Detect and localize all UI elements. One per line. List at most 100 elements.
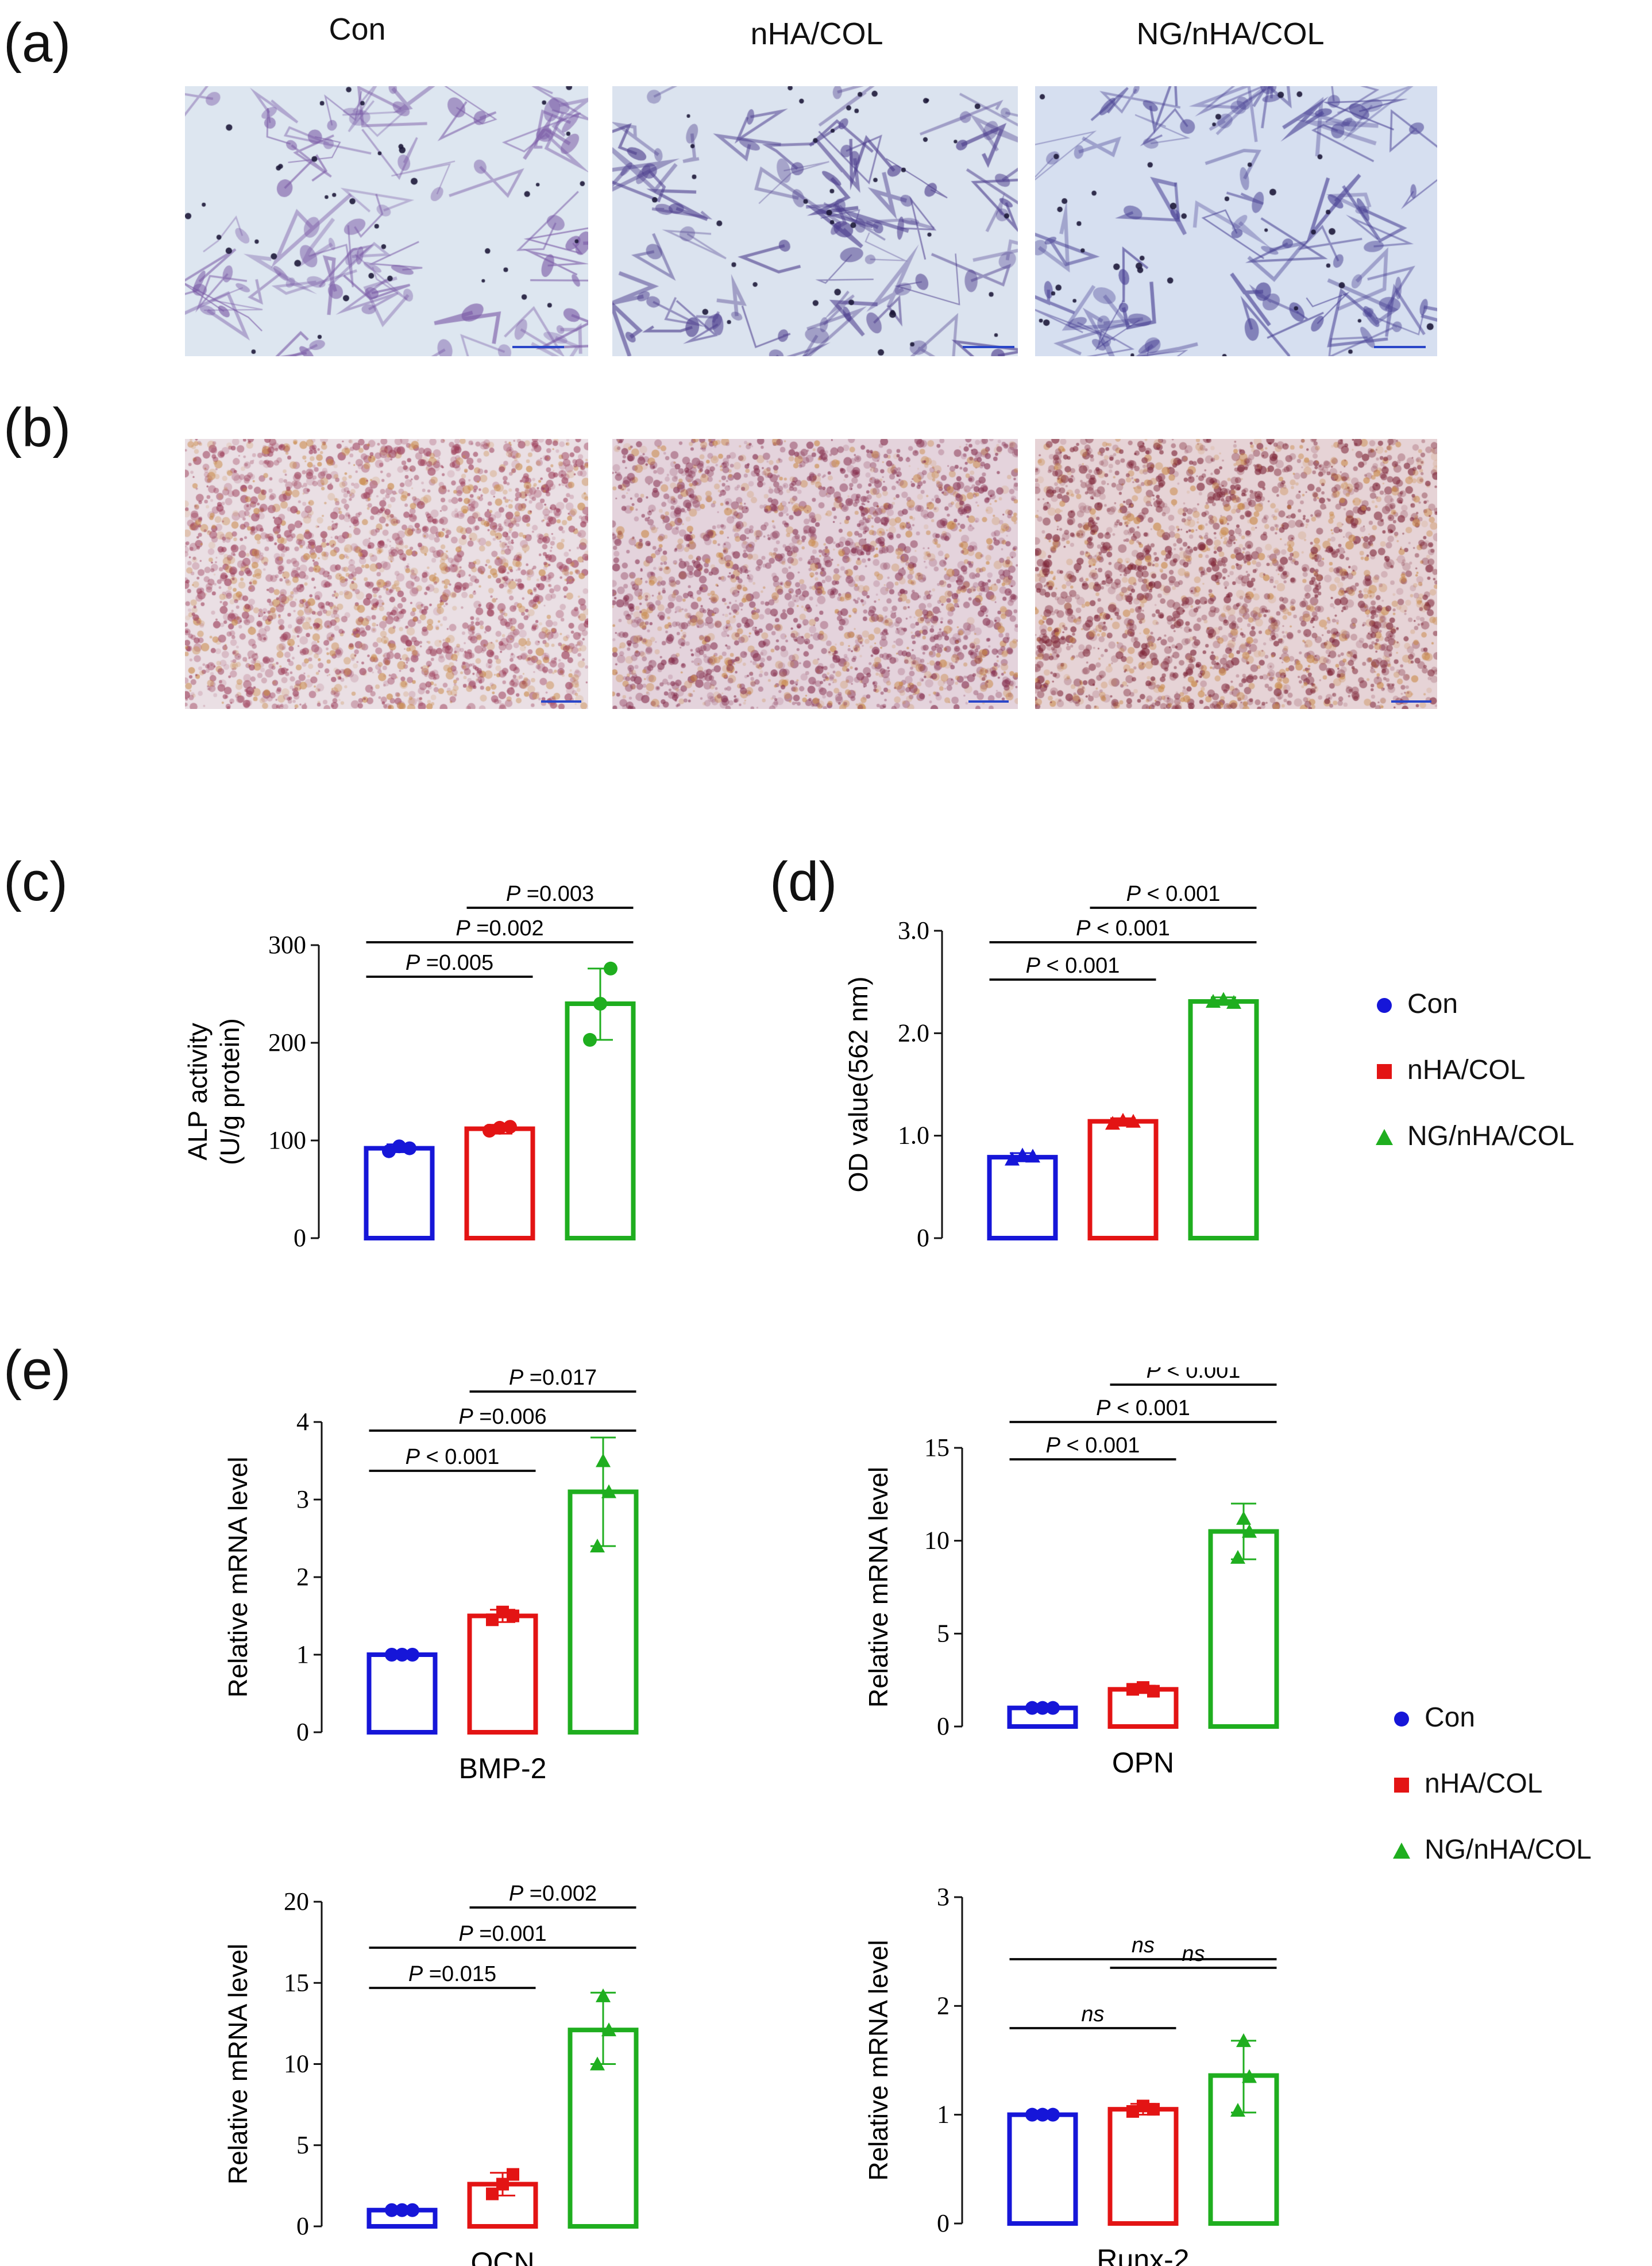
scale-bar <box>968 700 1009 703</box>
panel-letter-d: (d) <box>770 851 837 912</box>
data-point <box>583 1032 597 1047</box>
data-point <box>1046 2107 1060 2122</box>
y-axis-label: ALP activity <box>183 1023 213 1160</box>
y-tick-label: 0 <box>917 1224 929 1252</box>
data-point <box>1025 1701 1039 1715</box>
data-point <box>601 2022 616 2037</box>
chart-e-runx2: 0 1 2 3 Relative mRNA level Runx-2 ns ns ns <box>863 1883 1279 2266</box>
data-point <box>1046 1701 1060 1715</box>
y-tick-label: 3.0 <box>898 916 929 945</box>
legend-label: Con <box>1407 989 1458 1019</box>
p-value-label: P < 0.001 <box>1046 1433 1140 1458</box>
data-point <box>596 1988 611 2002</box>
chart-d: 0 1.0 2.0 3.0 OD value(562 nm) P < 0.001 P < 0… <box>844 882 1259 1252</box>
y-tick-label: 0 <box>937 1712 949 1740</box>
data-point <box>1116 1112 1130 1127</box>
data-point <box>1137 2099 1149 2113</box>
micrograph-b3 <box>1035 439 1437 709</box>
data-point <box>1230 1550 1245 1564</box>
legend-label: NG/nHA/COL <box>1425 1835 1592 1865</box>
bar-group <box>464 1120 535 1240</box>
data-point <box>406 1648 419 1662</box>
square-marker-icon <box>1377 1064 1392 1079</box>
bar-group <box>1107 1681 1179 1729</box>
bar <box>464 1126 535 1240</box>
p-value-label: ns <box>1132 1933 1155 1957</box>
square-marker-icon <box>1394 1778 1409 1793</box>
micrograph-b1 <box>185 439 588 709</box>
p-value-label: P =0.017 <box>509 1366 597 1390</box>
data-point <box>590 1539 605 1552</box>
data-point <box>604 961 617 976</box>
data-point <box>403 1141 416 1155</box>
data-point <box>1126 1683 1139 1696</box>
scale-bar <box>541 700 581 703</box>
y-tick-label: 2 <box>296 1563 309 1591</box>
data-point <box>382 1144 396 1158</box>
bar-group <box>366 1648 438 1735</box>
bar <box>987 1155 1058 1240</box>
y-tick-label: 3 <box>937 1883 949 1911</box>
y-axis-label: Relative mRNA level <box>223 1456 253 1697</box>
bar-group <box>568 1988 639 2229</box>
y-axis-label: Relative mRNA level <box>863 1467 893 1708</box>
micrograph-canvas <box>1035 86 1437 356</box>
data-point <box>1242 2069 1257 2083</box>
scale-bar <box>1391 700 1431 703</box>
y-tick-label: 15 <box>924 1433 949 1462</box>
y-tick-label: 4 <box>296 1408 309 1436</box>
panel-letter-b: (b) <box>3 397 71 458</box>
bar-group <box>1007 2107 1078 2226</box>
y-tick-label: 10 <box>924 1527 949 1555</box>
bar-group <box>1208 1502 1279 1729</box>
bar-group <box>467 1605 538 1735</box>
data-point <box>1137 1681 1149 1694</box>
data-point <box>395 2203 409 2217</box>
data-point <box>483 1124 496 1138</box>
y-tick-label: 0 <box>296 2212 309 2240</box>
y-tick-label: 100 <box>268 1126 306 1154</box>
bar-group <box>364 1139 435 1240</box>
bar-group <box>467 2168 538 2229</box>
data-point <box>392 1139 406 1154</box>
y-tick-label: 5 <box>937 1619 949 1647</box>
legend-bottom: Con nHA/COL NG/nHA/COL <box>1390 1702 1643 1886</box>
p-value-label: P < 0.001 <box>406 1445 500 1469</box>
micrograph-canvas <box>612 439 1018 709</box>
p-value-label: P < 0.001 <box>1147 1367 1241 1383</box>
y-tick-label: 10 <box>284 2050 309 2078</box>
p-value-label: P < 0.001 <box>1076 916 1170 941</box>
data-point <box>1126 1113 1141 1128</box>
micrograph-canvas <box>185 439 588 709</box>
data-point <box>507 1609 519 1623</box>
data-point <box>385 1648 399 1662</box>
panel-letter-c: (c) <box>3 851 68 912</box>
micrograph-a2 <box>612 86 1018 356</box>
x-axis-label: OCN <box>470 2246 534 2266</box>
p-value-label: ns <box>1081 2002 1104 2026</box>
y-tick-label: 3 <box>296 1485 309 1513</box>
scale-bar <box>1374 346 1426 348</box>
panel-letter-a: (a) <box>3 12 71 74</box>
data-point <box>1126 2105 1139 2118</box>
triangle-marker-icon <box>1393 1843 1410 1859</box>
data-point <box>596 1453 611 1467</box>
x-axis-label: OPN <box>1112 1747 1174 1779</box>
p-value-label: P =0.002 <box>456 916 543 941</box>
p-value-label: ns <box>1182 1942 1205 1966</box>
data-point <box>1025 1149 1040 1163</box>
micrograph-canvas <box>612 86 1018 356</box>
data-point <box>1036 2107 1049 2122</box>
micrograph-a1 <box>185 86 588 356</box>
y-tick-label: 0 <box>294 1224 306 1252</box>
y-tick-label: 2 <box>937 1991 949 2020</box>
y-axis-label-unit: (U/g protein) <box>215 1018 245 1165</box>
bar-group <box>366 2203 438 2229</box>
bar <box>366 1652 438 1735</box>
bar-group <box>987 1147 1058 1240</box>
y-axis-label: Relative mRNA level <box>223 1944 253 2184</box>
p-value-label: P =0.015 <box>408 1962 496 1986</box>
circle-marker-icon <box>1394 1712 1409 1727</box>
p-value-label: P =0.005 <box>406 951 493 975</box>
chart-e-opn: 0 5 10 15 Relative mRNA level OPN P < 0.001 P <… <box>863 1367 1279 1779</box>
